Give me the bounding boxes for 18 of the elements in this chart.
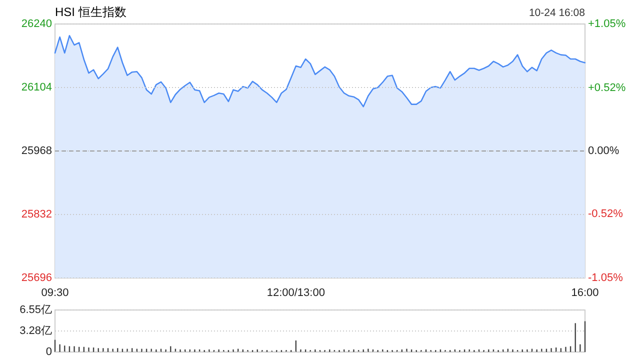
chart-title: HSI 恒生指数 [55, 5, 126, 19]
y2-tick-label: +1.05% [588, 18, 626, 30]
y-tick-label: 3.28亿 [20, 324, 52, 337]
y-tick-label: 25832 [21, 208, 52, 220]
y-tick-label: 25696 [21, 272, 52, 284]
x-tick-label: 16:00 [571, 287, 599, 299]
y-tick-label: 26104 [21, 81, 52, 94]
chart-subtitle: 10-24 16:08 [528, 7, 586, 19]
y2-tick-label: -0.52% [588, 208, 624, 220]
y2-tick-label: -1.05% [588, 272, 624, 284]
x-tick-label: 12:00/13:00 [266, 287, 325, 299]
y2-tick-label: 0.00% [588, 144, 620, 157]
y-tick-label: 26240 [21, 18, 52, 30]
y2-tick-label: +0.52% [588, 82, 626, 94]
y-tick-label: 25968 [21, 144, 52, 157]
y-tick-label: 0 [46, 346, 52, 358]
x-tick-label: 09:30 [41, 287, 69, 299]
y-tick-label: 6.55亿 [20, 304, 52, 316]
